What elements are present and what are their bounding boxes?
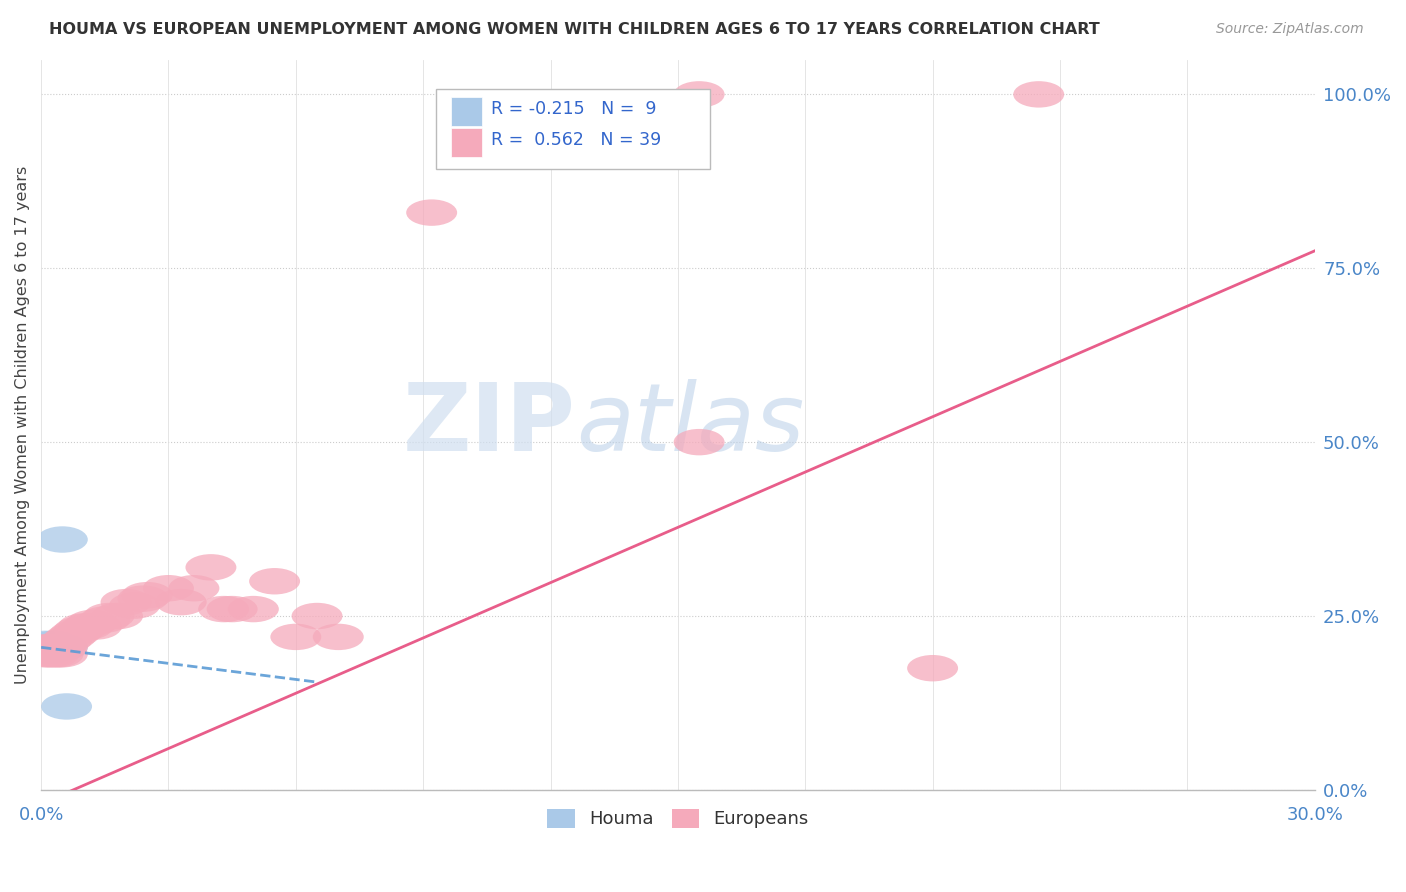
Ellipse shape	[91, 603, 143, 629]
Ellipse shape	[406, 200, 457, 226]
Text: HOUMA VS EUROPEAN UNEMPLOYMENT AMONG WOMEN WITH CHILDREN AGES 6 TO 17 YEARS CORR: HOUMA VS EUROPEAN UNEMPLOYMENT AMONG WOM…	[49, 22, 1099, 37]
Ellipse shape	[143, 575, 194, 601]
Ellipse shape	[49, 620, 101, 647]
Ellipse shape	[28, 641, 79, 667]
Ellipse shape	[53, 616, 105, 643]
Ellipse shape	[45, 624, 96, 650]
Text: atlas: atlas	[576, 379, 804, 470]
Ellipse shape	[110, 592, 160, 619]
Ellipse shape	[28, 634, 79, 661]
Ellipse shape	[24, 641, 75, 667]
Ellipse shape	[270, 624, 322, 650]
Ellipse shape	[291, 603, 343, 629]
FancyBboxPatch shape	[451, 97, 482, 126]
FancyBboxPatch shape	[451, 128, 482, 158]
Y-axis label: Unemployment Among Women with Children Ages 6 to 17 years: Unemployment Among Women with Children A…	[15, 166, 30, 684]
Ellipse shape	[20, 641, 70, 667]
Ellipse shape	[37, 634, 87, 661]
Ellipse shape	[32, 634, 83, 661]
Ellipse shape	[312, 624, 364, 650]
Ellipse shape	[20, 631, 70, 657]
Text: ZIP: ZIP	[404, 379, 576, 471]
Ellipse shape	[32, 641, 83, 667]
Ellipse shape	[122, 582, 173, 608]
Ellipse shape	[20, 634, 70, 661]
Ellipse shape	[41, 693, 91, 720]
Ellipse shape	[169, 575, 219, 601]
Ellipse shape	[207, 596, 257, 623]
Ellipse shape	[58, 613, 110, 640]
Ellipse shape	[37, 634, 87, 661]
Ellipse shape	[907, 655, 957, 681]
Ellipse shape	[673, 429, 724, 455]
Ellipse shape	[37, 641, 87, 667]
Ellipse shape	[83, 603, 135, 629]
FancyBboxPatch shape	[436, 89, 710, 169]
Ellipse shape	[24, 638, 75, 664]
Ellipse shape	[249, 568, 299, 594]
Ellipse shape	[79, 607, 131, 632]
Legend: Houma, Europeans: Houma, Europeans	[540, 802, 815, 836]
Ellipse shape	[41, 627, 91, 654]
Ellipse shape	[118, 585, 169, 612]
Ellipse shape	[62, 613, 114, 640]
Ellipse shape	[186, 554, 236, 581]
Ellipse shape	[66, 610, 118, 636]
Ellipse shape	[37, 526, 87, 553]
Ellipse shape	[70, 613, 122, 640]
Text: R = -0.215   N =  9: R = -0.215 N = 9	[491, 100, 657, 118]
Ellipse shape	[24, 634, 75, 661]
Ellipse shape	[101, 589, 152, 615]
Ellipse shape	[28, 631, 79, 657]
Ellipse shape	[1014, 81, 1064, 108]
Text: Source: ZipAtlas.com: Source: ZipAtlas.com	[1216, 22, 1364, 37]
Ellipse shape	[198, 596, 249, 623]
Ellipse shape	[156, 589, 207, 615]
Ellipse shape	[20, 634, 70, 661]
Ellipse shape	[32, 634, 83, 661]
Ellipse shape	[228, 596, 278, 623]
Text: R =  0.562   N = 39: R = 0.562 N = 39	[491, 131, 661, 149]
Ellipse shape	[28, 634, 79, 661]
Ellipse shape	[673, 81, 724, 108]
